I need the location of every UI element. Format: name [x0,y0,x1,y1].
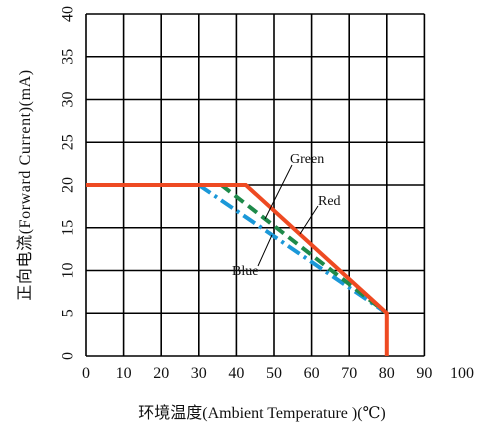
x-tick-label: 100 [450,365,474,382]
x-tick-label: 70 [341,365,357,382]
x-tick-label: 90 [416,365,432,382]
x-axis-label: 环境温度(Ambient Temperature )(℃) [138,403,386,422]
y-tick-label: 10 [60,263,77,279]
y-tick-label: 15 [60,220,77,236]
y-tick-label: 0 [60,352,77,360]
y-tick-label: 40 [60,6,77,22]
red-series-label: Red [318,194,341,209]
y-tick-label: 25 [60,134,77,150]
x-tick-label: 50 [266,365,282,382]
x-tick-label: 80 [379,365,395,382]
series-line-red [86,183,389,356]
y-tick-label: 35 [60,49,77,65]
annotations: Green Red Blue [232,152,341,279]
y-tick-label: 30 [60,92,77,108]
green-series-label: Green [290,152,324,167]
series-lines [86,183,389,356]
x-tick-label: 20 [153,365,169,382]
y-axis-label: 正向电流(Forward Current)(mA) [16,69,34,300]
x-tick-label: 60 [304,365,320,382]
x-tick-label: 30 [191,365,207,382]
series-line-green [220,183,389,315]
y-tick-labels: 0 5 10 15 20 25 30 35 40 [60,6,77,360]
x-tick-label: 0 [82,365,90,382]
series-line-blue [197,183,388,315]
y-tick-label: 5 [60,309,77,317]
x-tick-labels: 0 10 20 30 40 50 60 70 80 90 100 [82,365,474,382]
blue-leader-line [257,234,273,267]
y-tick-label: 20 [60,177,77,193]
plot-grid [85,13,426,357]
green-leader-line [264,164,293,220]
blue-series-label: Blue [232,264,258,279]
red-leader-line [299,205,319,235]
x-tick-label: 10 [116,365,132,382]
x-tick-label: 40 [228,365,244,382]
